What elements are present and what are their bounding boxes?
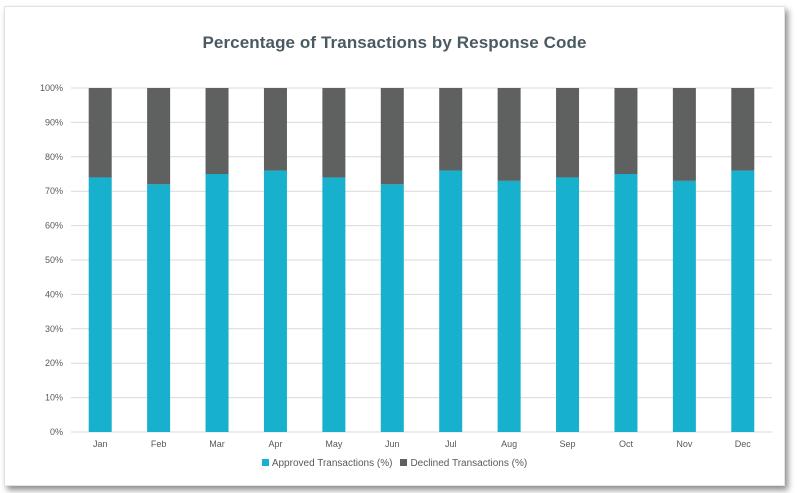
y-tick-label: 100% — [40, 83, 63, 93]
x-tick-label: Nov — [676, 439, 693, 449]
bar-declined — [614, 88, 638, 174]
y-tick-label: 70% — [45, 186, 63, 196]
x-tick-label: Aug — [501, 439, 517, 449]
x-tick-label: May — [325, 439, 343, 449]
bar-approved — [439, 170, 463, 432]
bar-declined — [205, 88, 229, 174]
y-tick-label: 0% — [50, 427, 63, 437]
bar-approved — [614, 174, 638, 432]
legend-label: Declined Transactions (%) — [410, 458, 528, 469]
x-tick-label: Sep — [560, 439, 576, 449]
bar-approved — [322, 177, 346, 432]
x-tick-label: Dec — [735, 439, 752, 449]
bar-declined — [497, 88, 521, 181]
x-tick-label: Jul — [445, 439, 457, 449]
x-tick-label: Jun — [385, 439, 400, 449]
bar-approved — [380, 184, 404, 432]
chart-plot: 0% 10% 20% 30% 40% 50% 60% 70% 80% 90% 100% Jan Feb M… — [40, 83, 772, 449]
bar-declined — [672, 88, 696, 181]
bar-approved — [731, 170, 755, 432]
legend-item: Approved Transactions (%) — [261, 458, 393, 469]
bar-declined — [322, 88, 346, 178]
x-tick-label: Mar — [209, 439, 225, 449]
y-tick-label: 40% — [45, 289, 63, 299]
bar-declined — [147, 88, 171, 185]
y-tick-label: 90% — [45, 117, 63, 127]
legend-item: Declined Transactions (%) — [400, 458, 527, 469]
y-tick-label: 20% — [45, 358, 63, 368]
y-tick-label: 80% — [45, 152, 63, 162]
bar-declined — [439, 88, 463, 171]
chart-title: Percentage of Transactions by Response C… — [202, 33, 587, 52]
y-tick-label: 60% — [45, 221, 63, 231]
legend-swatch — [400, 459, 408, 466]
x-tick-label: Feb — [151, 439, 167, 449]
bar-declined — [263, 88, 287, 171]
bar-approved — [556, 177, 580, 432]
bar-declined — [88, 88, 112, 178]
bar-declined — [556, 88, 580, 178]
x-tick-label: Oct — [619, 439, 634, 449]
x-tick-label: Apr — [268, 439, 282, 449]
chart-legend: Approved Transactions (%) Declined Transa… — [5, 458, 784, 469]
y-tick-label: 10% — [45, 393, 63, 403]
legend-swatch — [261, 459, 269, 466]
bar-declined — [380, 88, 404, 185]
bar-approved — [497, 180, 521, 432]
y-tick-label: 30% — [45, 324, 63, 334]
bar-approved — [263, 170, 287, 432]
bar-declined — [731, 88, 755, 171]
y-tick-label: 50% — [45, 255, 63, 265]
legend-label: Approved Transactions (%) — [271, 458, 393, 469]
chart-card: Percentage of Transactions by Response C… — [4, 6, 785, 486]
bar-approved — [205, 174, 229, 432]
bar-approved — [147, 184, 171, 432]
bar-approved — [672, 180, 696, 432]
x-tick-label: Jan — [93, 439, 108, 449]
bar-approved — [88, 177, 112, 432]
